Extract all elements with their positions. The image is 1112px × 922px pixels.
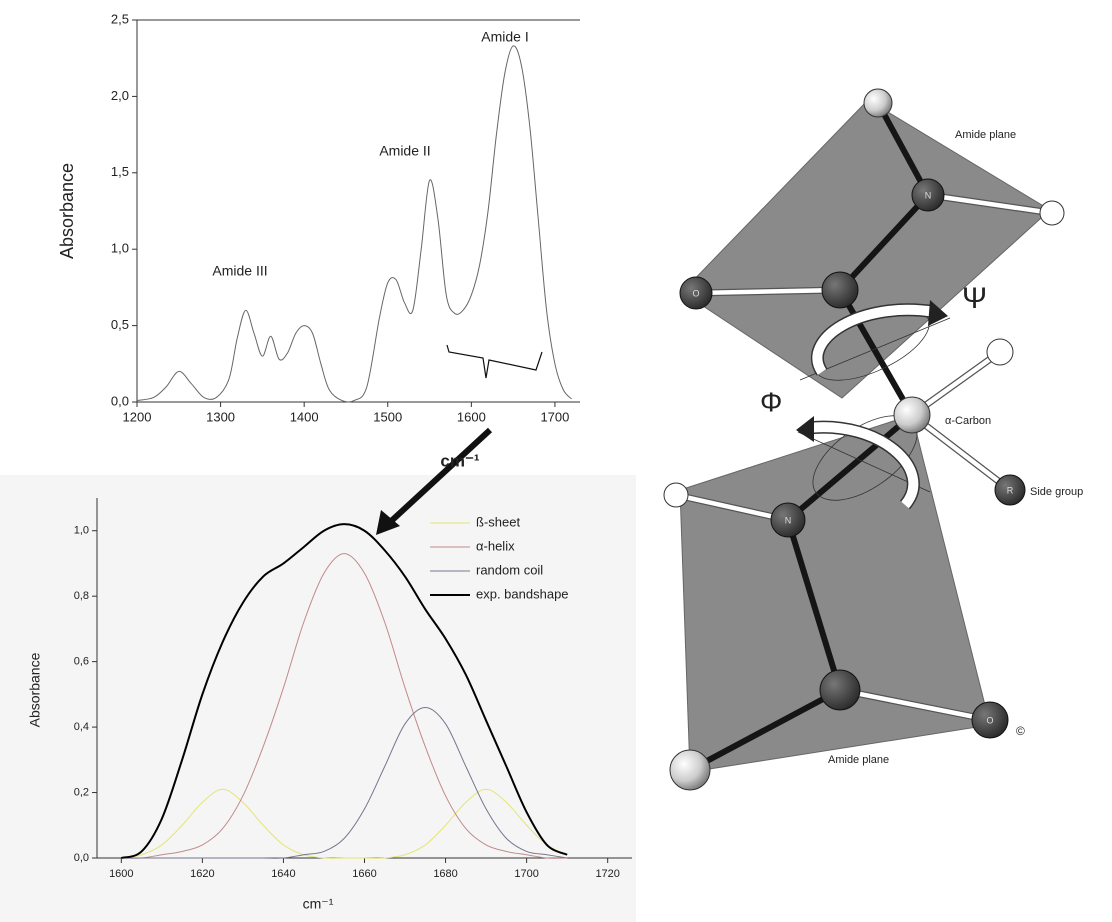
y-axis-label: Absorbance [57,163,77,259]
atom [994,474,1026,506]
x-tick-label: 1700 [540,409,569,424]
bond [785,517,843,693]
bracket [446,344,543,379]
y-tick-label: 2,0 [111,88,129,103]
diagram-label: Amide plane [828,754,889,766]
x-tick-label: 1600 [109,868,133,880]
y-tick-label: 1,5 [111,164,129,179]
x-tick-label: 1680 [433,868,457,880]
x-tick-label: 1500 [373,409,402,424]
diagram-label: α-Carbon [945,415,991,427]
x-axis-label: cm⁻¹ [303,896,334,912]
atom [770,502,806,538]
amide-plane [681,99,1051,399]
x-tick-label: 1620 [190,868,214,880]
y-tick-label: 1,0 [74,525,89,537]
atom-label: N [925,190,932,200]
annotation: Amide I [481,29,528,45]
x-tick-label: 1720 [595,868,619,880]
phi-arrow [807,422,919,509]
bond [687,687,843,773]
y-tick-label: 0,5 [111,317,129,332]
bond [837,287,915,418]
atom [971,701,1009,739]
y-tick-label: 0,0 [74,852,89,864]
atom [863,88,893,118]
y-tick-label: 0,0 [111,393,129,408]
arrowhead [376,510,400,535]
chart-background [0,475,636,922]
x-axis-label: cm⁻¹ [440,451,480,470]
annotation: Amide III [212,263,267,279]
x-tick-label: 1400 [290,409,319,424]
x-tick-label: 1200 [123,409,152,424]
diagram-label: Side group [1030,486,1083,498]
legend-label: exp. bandshape [476,586,569,601]
legend-label: ß-sheet [476,514,520,529]
atom [1039,200,1065,226]
psi-arrowhead [928,300,948,326]
atom [669,749,711,791]
legend-label: α-helix [476,538,515,553]
peptide-diagram: O N R N O Amide plane Ψ α-Carbon Φ Side … [663,88,1083,791]
series-line [121,523,568,859]
bond [875,100,931,198]
atom-label: R [1007,485,1014,495]
bond [837,192,931,293]
psi-arrow [812,304,936,375]
series-line [136,45,573,403]
y-axis-label: Absorbance [27,652,43,727]
atom [819,669,861,711]
atom [911,178,945,212]
copyright: © [1016,724,1025,738]
atom [679,276,713,310]
atom [893,396,931,434]
atom [986,338,1014,366]
annotation: Amide II [379,143,430,159]
bond [785,412,915,523]
series-line [121,553,568,859]
phi-arrowhead [796,416,814,442]
atom-label: N [785,515,792,525]
y-tick-label: 0,2 [74,786,89,798]
atom-label: O [986,715,993,725]
x-tick-label: 1640 [271,868,295,880]
atom [821,271,859,309]
series-line [121,788,568,859]
arrow [385,427,493,527]
x-tick-label: 1300 [206,409,235,424]
phi-symbol: Φ [760,386,782,417]
diagram-label: Amide plane [955,129,1016,141]
psi-symbol: Ψ [962,282,987,315]
legend-label: random coil [476,562,543,577]
y-tick-label: 0,4 [74,721,89,733]
x-tick-label: 1600 [457,409,486,424]
y-tick-label: 0,8 [74,590,89,602]
atom-label: O [692,288,699,298]
y-tick-label: 1,0 [111,241,129,256]
amide-plane [679,414,991,773]
y-tick-label: 2,5 [111,11,129,26]
atom [663,482,689,508]
x-tick-label: 1700 [514,868,538,880]
series-line [121,706,568,859]
x-tick-label: 1660 [352,868,376,880]
y-tick-label: 0,6 [74,656,89,668]
